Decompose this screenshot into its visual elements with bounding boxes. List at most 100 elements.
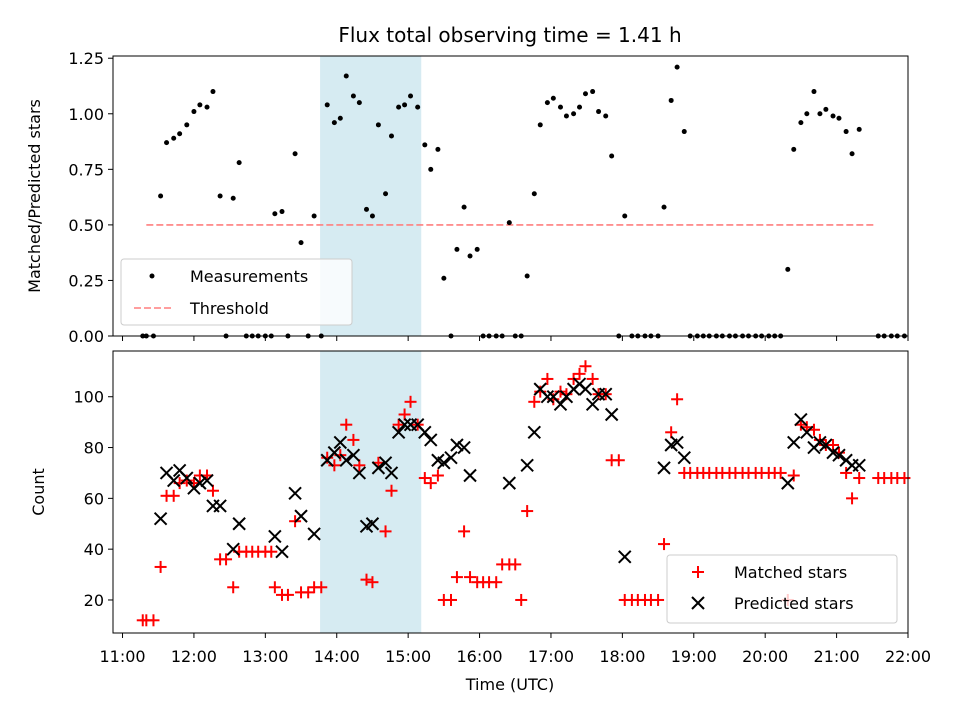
predicted-star-point: [527, 425, 542, 440]
matched-star-point: [315, 581, 328, 594]
measurement-point: [668, 97, 674, 103]
measurement-point: [184, 122, 190, 128]
measurement-point: [550, 95, 556, 101]
matched-star-point: [774, 466, 787, 479]
predicted-star-point: [604, 407, 619, 422]
measurement-point: [236, 160, 242, 166]
matched-star-point: [347, 433, 360, 446]
predicted-star-point: [180, 471, 194, 485]
legend-matched-label: Matched stars: [734, 563, 847, 582]
measurement-point: [408, 93, 414, 99]
matched-star-point: [509, 558, 522, 571]
measurement-point: [311, 213, 317, 219]
measurement-point: [415, 104, 421, 110]
predicted-star-point: [352, 466, 367, 480]
measurement-point: [674, 64, 680, 70]
y-tick-label: 0.25: [68, 271, 104, 290]
measurement-point: [603, 113, 609, 119]
predicted-star-point: [226, 542, 240, 556]
measurement-point: [164, 140, 170, 146]
measurement-point: [375, 122, 381, 128]
measurement-point: [582, 91, 588, 97]
predicted-star-point: [599, 387, 613, 401]
y-tick-label: 60: [84, 489, 104, 508]
bottom-y-axis-label: Count: [29, 468, 48, 516]
predicted-star-point: [437, 456, 451, 470]
matched-star-point: [853, 472, 866, 485]
measurement-point: [350, 93, 356, 99]
predicted-star-point: [213, 499, 227, 513]
matched-star-point: [586, 372, 599, 385]
matched-star-point: [528, 395, 541, 408]
legend-measurements-label: Measurements: [190, 267, 308, 286]
measurement-point: [292, 151, 298, 157]
matched-star-point: [840, 466, 853, 479]
bottom-y-ticks: 20 40 60 80 100: [73, 388, 113, 610]
measurement-point: [383, 191, 389, 197]
measurement-point: [609, 153, 615, 159]
y-tick-label: 0.75: [68, 160, 104, 179]
legend-predicted-label: Predicted stars: [734, 594, 854, 613]
measurement-point: [817, 111, 823, 117]
x-tick-label: 11:00: [99, 647, 145, 666]
matched-star-point: [898, 472, 911, 485]
x-tick-label: 21:00: [814, 647, 860, 666]
matched-star-point: [490, 576, 503, 589]
legend-matched-marker: [692, 566, 704, 578]
measurement-point: [272, 211, 278, 217]
x-tick-label: 13:00: [242, 647, 288, 666]
x-tick-label: 16:00: [457, 647, 503, 666]
bottom-panel: 20 40 60 80 100 11:00 12:00 13:00 14:00 15:00 16:…: [29, 350, 931, 694]
measurement-point: [681, 129, 687, 135]
measurement-point: [791, 146, 797, 152]
matched-star-point: [665, 426, 678, 439]
x-tick-label: 12:00: [171, 647, 217, 666]
measurement-point: [836, 115, 842, 121]
matched-star-point: [302, 586, 315, 599]
measurement-point: [467, 253, 473, 259]
y-tick-label: 20: [84, 591, 104, 610]
matched-star-point: [560, 388, 573, 401]
predicted-star-point: [365, 517, 380, 531]
matched-star-point: [787, 469, 800, 482]
predicted-star-point: [346, 448, 361, 462]
matched-star-point: [658, 538, 671, 551]
matched-star-point: [321, 451, 334, 464]
y-tick-label: 0.50: [68, 216, 104, 235]
y-tick-label: 1.00: [68, 105, 104, 124]
predicted-star-point: [520, 458, 534, 473]
predicted-star-point: [333, 435, 348, 450]
measurement-point: [279, 209, 285, 215]
x-tick-label: 15:00: [385, 647, 431, 666]
predicted-star-point: [457, 440, 471, 455]
matched-star-point: [366, 576, 379, 589]
matched-star-point: [541, 372, 554, 385]
matched-star-point: [379, 525, 392, 538]
matched-star-point: [167, 489, 180, 502]
measurement-point: [856, 126, 862, 132]
measurement-point: [590, 89, 596, 95]
measurement-point: [474, 246, 480, 252]
measurement-point: [435, 146, 441, 152]
predicted-star-point: [275, 544, 289, 559]
predicted-star-point: [384, 466, 399, 480]
predicted-star-point: [193, 476, 207, 490]
y-tick-label: 80: [84, 439, 104, 458]
predicted-star-point: [378, 456, 393, 470]
legend-threshold-label: Threshold: [189, 299, 269, 318]
predicted-star-point: [307, 527, 321, 541]
top-y-ticks: 0.00 0.25 0.50 0.75 1.00 1.25: [68, 49, 113, 346]
matched-star-point: [154, 560, 167, 573]
measurement-point: [441, 275, 447, 281]
predicted-star-point: [444, 450, 458, 465]
bottom-axes-frame: [112, 350, 909, 634]
matched-star-point: [353, 459, 366, 472]
top-x-ticks: [122, 336, 909, 341]
x-tick-label: 14:00: [314, 647, 360, 666]
matched-star-point: [227, 581, 240, 594]
measurement-point: [571, 111, 577, 117]
predicted-star-point: [463, 468, 477, 483]
predicted-star-point: [618, 550, 632, 564]
predicted-star-point: [288, 486, 302, 500]
measurement-point: [798, 120, 804, 126]
